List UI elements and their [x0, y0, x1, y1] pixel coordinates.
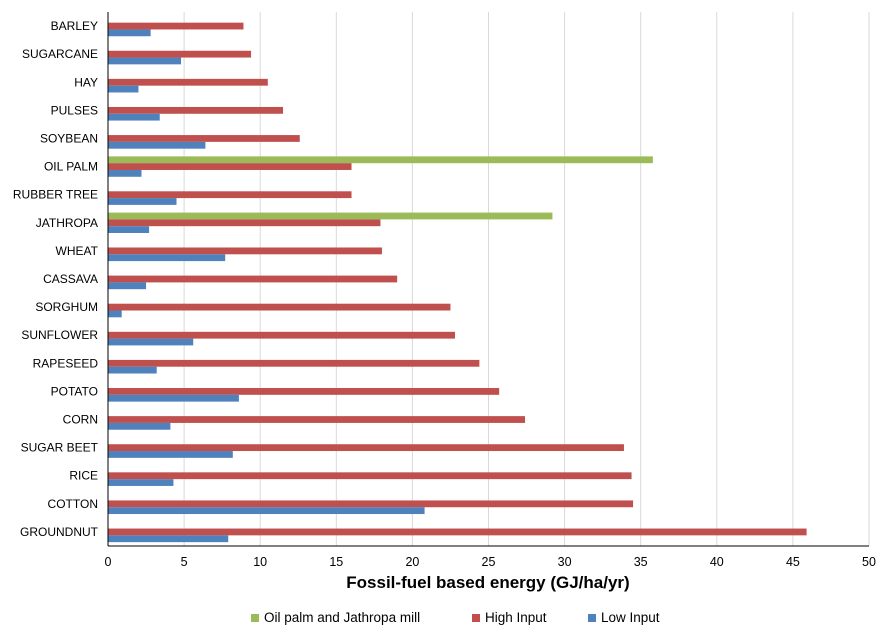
category-label: GROUNDNUT [20, 525, 99, 539]
bar-low-input [108, 535, 229, 543]
category-label: BARLEY [51, 19, 98, 33]
bar-low-input [108, 422, 171, 430]
bar-high-input [108, 50, 252, 58]
bar-high-input [108, 106, 284, 114]
bar-low-input [108, 507, 425, 515]
bar-low-input [108, 113, 160, 121]
category-label: SUGARCANE [22, 47, 98, 61]
bar-low-input [108, 451, 233, 458]
category-label: SUNFLOWER [21, 328, 98, 342]
category-label: RUBBER TREE [13, 188, 98, 202]
category-label: COTTON [48, 497, 98, 511]
category-label: CASSAVA [43, 272, 98, 286]
legend-item-high-input: High Input [472, 610, 547, 625]
bar-high-input [108, 275, 398, 283]
x-tick-labels: 0 5 10 15 20 25 30 35 40 45 50 [105, 555, 876, 569]
bar-high-input [108, 219, 381, 227]
bars [108, 22, 807, 543]
category-label: CORN [63, 413, 98, 427]
category-label: JATHROPA [36, 216, 98, 230]
bar-high-input [108, 359, 480, 367]
category-label: SORGHUM [35, 300, 98, 314]
category-labels: BARLEY SUGARCANE HAY PULSES SOYBEAN OIL PALM R… [13, 19, 99, 539]
bar-low-input [108, 366, 157, 374]
bar-low-input [108, 85, 139, 93]
bar-low-input [108, 254, 226, 262]
bar-high-input [108, 135, 300, 142]
bar-low-input [108, 479, 174, 486]
bar-high-input [108, 331, 456, 339]
category-label: RAPESEED [33, 356, 99, 370]
bar-high-input [108, 191, 352, 199]
legend-item-low-input: Low Input [588, 610, 660, 625]
category-label: HAY [74, 75, 98, 89]
bar-low-input [108, 29, 151, 37]
x-tick-label: 35 [634, 555, 648, 569]
category-label: POTATO [51, 384, 98, 398]
category-label: PULSES [51, 103, 98, 117]
axes [107, 12, 869, 547]
legend-label-mill: Oil palm and Jathropa mill [264, 610, 421, 625]
legend-item-mill: Oil palm and Jathropa mill [251, 610, 420, 625]
bar-high-input [108, 444, 624, 452]
bar-chart: BARLEY SUGARCANE HAY PULSES SOYBEAN OIL PALM R… [13, 12, 876, 592]
legend: Oil palm and Jathropa mill High Input Lo… [0, 608, 877, 627]
bar-low-input [108, 198, 177, 205]
x-tick-label: 15 [329, 555, 343, 569]
bar-high-input [108, 472, 632, 480]
legend-swatch-high-input [472, 613, 480, 622]
category-label: SUGAR BEET [21, 441, 99, 455]
x-tick-label: 30 [558, 555, 572, 569]
bar-low-input [108, 310, 122, 318]
bar-high-input [108, 247, 382, 255]
x-axis-title: Fossil-fuel based energy (GJ/ha/yr) [346, 573, 629, 592]
bar-high-input [108, 388, 500, 395]
legend-swatch-low-input [588, 613, 596, 622]
x-tick-label: 50 [862, 555, 876, 569]
x-tick-label: 0 [105, 555, 112, 569]
legend-swatch-mill [251, 613, 259, 622]
category-label: OIL PALM [44, 160, 98, 174]
x-tick-label: 5 [181, 555, 188, 569]
bar-low-input [108, 226, 150, 233]
bar-low-input [108, 282, 147, 290]
bar-high-input [108, 416, 526, 423]
category-label: WHEAT [56, 244, 99, 258]
x-tick-label: 10 [253, 555, 267, 569]
x-tick-label: 45 [786, 555, 800, 569]
x-tick-label: 25 [482, 555, 496, 569]
bar-low-input [108, 394, 239, 402]
bar-high-input [108, 528, 807, 536]
x-tick-label: 40 [710, 555, 724, 569]
bar-high-input [108, 500, 634, 508]
bar-high-input [108, 22, 244, 30]
bar-high-input [108, 163, 352, 170]
bar-high-input [108, 78, 268, 86]
bar-low-input [108, 169, 142, 177]
bar-mill [108, 156, 653, 164]
bar-low-input [108, 141, 206, 149]
x-tick-label: 20 [405, 555, 419, 569]
category-label: SOYBEAN [40, 131, 98, 145]
bar-low-input [108, 57, 182, 65]
legend-label-high-input: High Input [485, 610, 547, 625]
gridlines [183, 12, 870, 546]
bar-low-input [108, 338, 194, 346]
bar-mill [108, 212, 553, 220]
category-label: RICE [69, 469, 98, 483]
legend-label-low-input: Low Input [601, 610, 660, 625]
bar-high-input [108, 303, 451, 311]
